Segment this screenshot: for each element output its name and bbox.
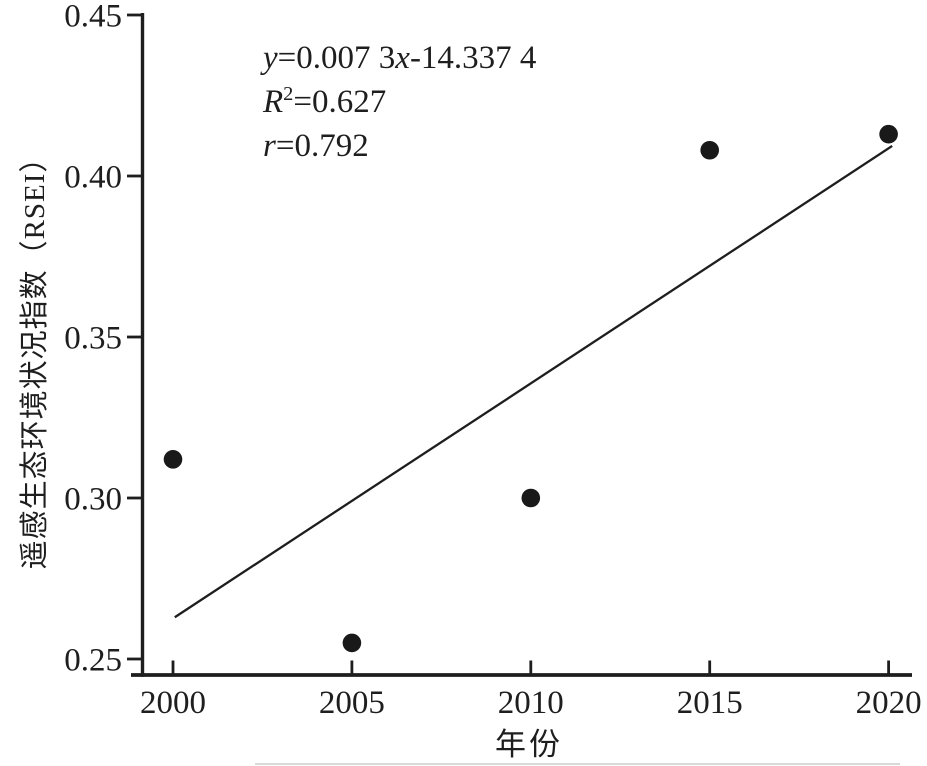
y-tick-label: 0.25: [64, 643, 122, 679]
y-tick-label: 0.30: [64, 482, 122, 518]
x-tick-label: 2000: [140, 685, 206, 721]
r-symbol: r: [263, 128, 276, 164]
x-tick-label: 2005: [319, 685, 385, 721]
r-squared-symbol: R: [263, 84, 284, 120]
scan-artifact-line: [255, 763, 900, 765]
y-axis-title: 遥感生态环境状况指数（RSEI）: [19, 142, 51, 570]
data-point: [163, 450, 183, 469]
y-tick-label: 0.45: [64, 0, 122, 35]
x-tick-label: 2020: [856, 685, 922, 721]
data-point: [342, 633, 362, 653]
y-tick-label: 0.40: [64, 160, 122, 196]
data-point: [521, 488, 541, 508]
regression-annotation: y=0.007 3x-14.337 4 R2=0.627 r=0.792: [263, 36, 536, 168]
r-line: r=0.792: [263, 124, 536, 168]
r-squared-value: =0.627: [293, 84, 387, 120]
regression-equation: y=0.007 3x-14.337 4: [263, 36, 536, 80]
equation-intercept-text: -14.337 4: [409, 40, 537, 76]
r-squared-line: R2=0.627: [263, 80, 536, 124]
data-point: [700, 140, 719, 160]
trend-line: [174, 144, 893, 619]
x-tick-label: 2015: [677, 685, 743, 721]
r-value: =0.792: [275, 128, 369, 164]
x-tick-label: 2010: [498, 685, 564, 721]
equation-slope-text: =0.007 3: [277, 40, 396, 76]
equation-y-symbol: y: [263, 40, 278, 76]
data-point: [879, 124, 898, 144]
equation-x-symbol: x: [395, 40, 410, 76]
x-axis-title: 年份: [495, 727, 563, 762]
r-squared-exponent: 2: [283, 83, 294, 105]
y-tick-label: 0.35: [64, 321, 122, 357]
